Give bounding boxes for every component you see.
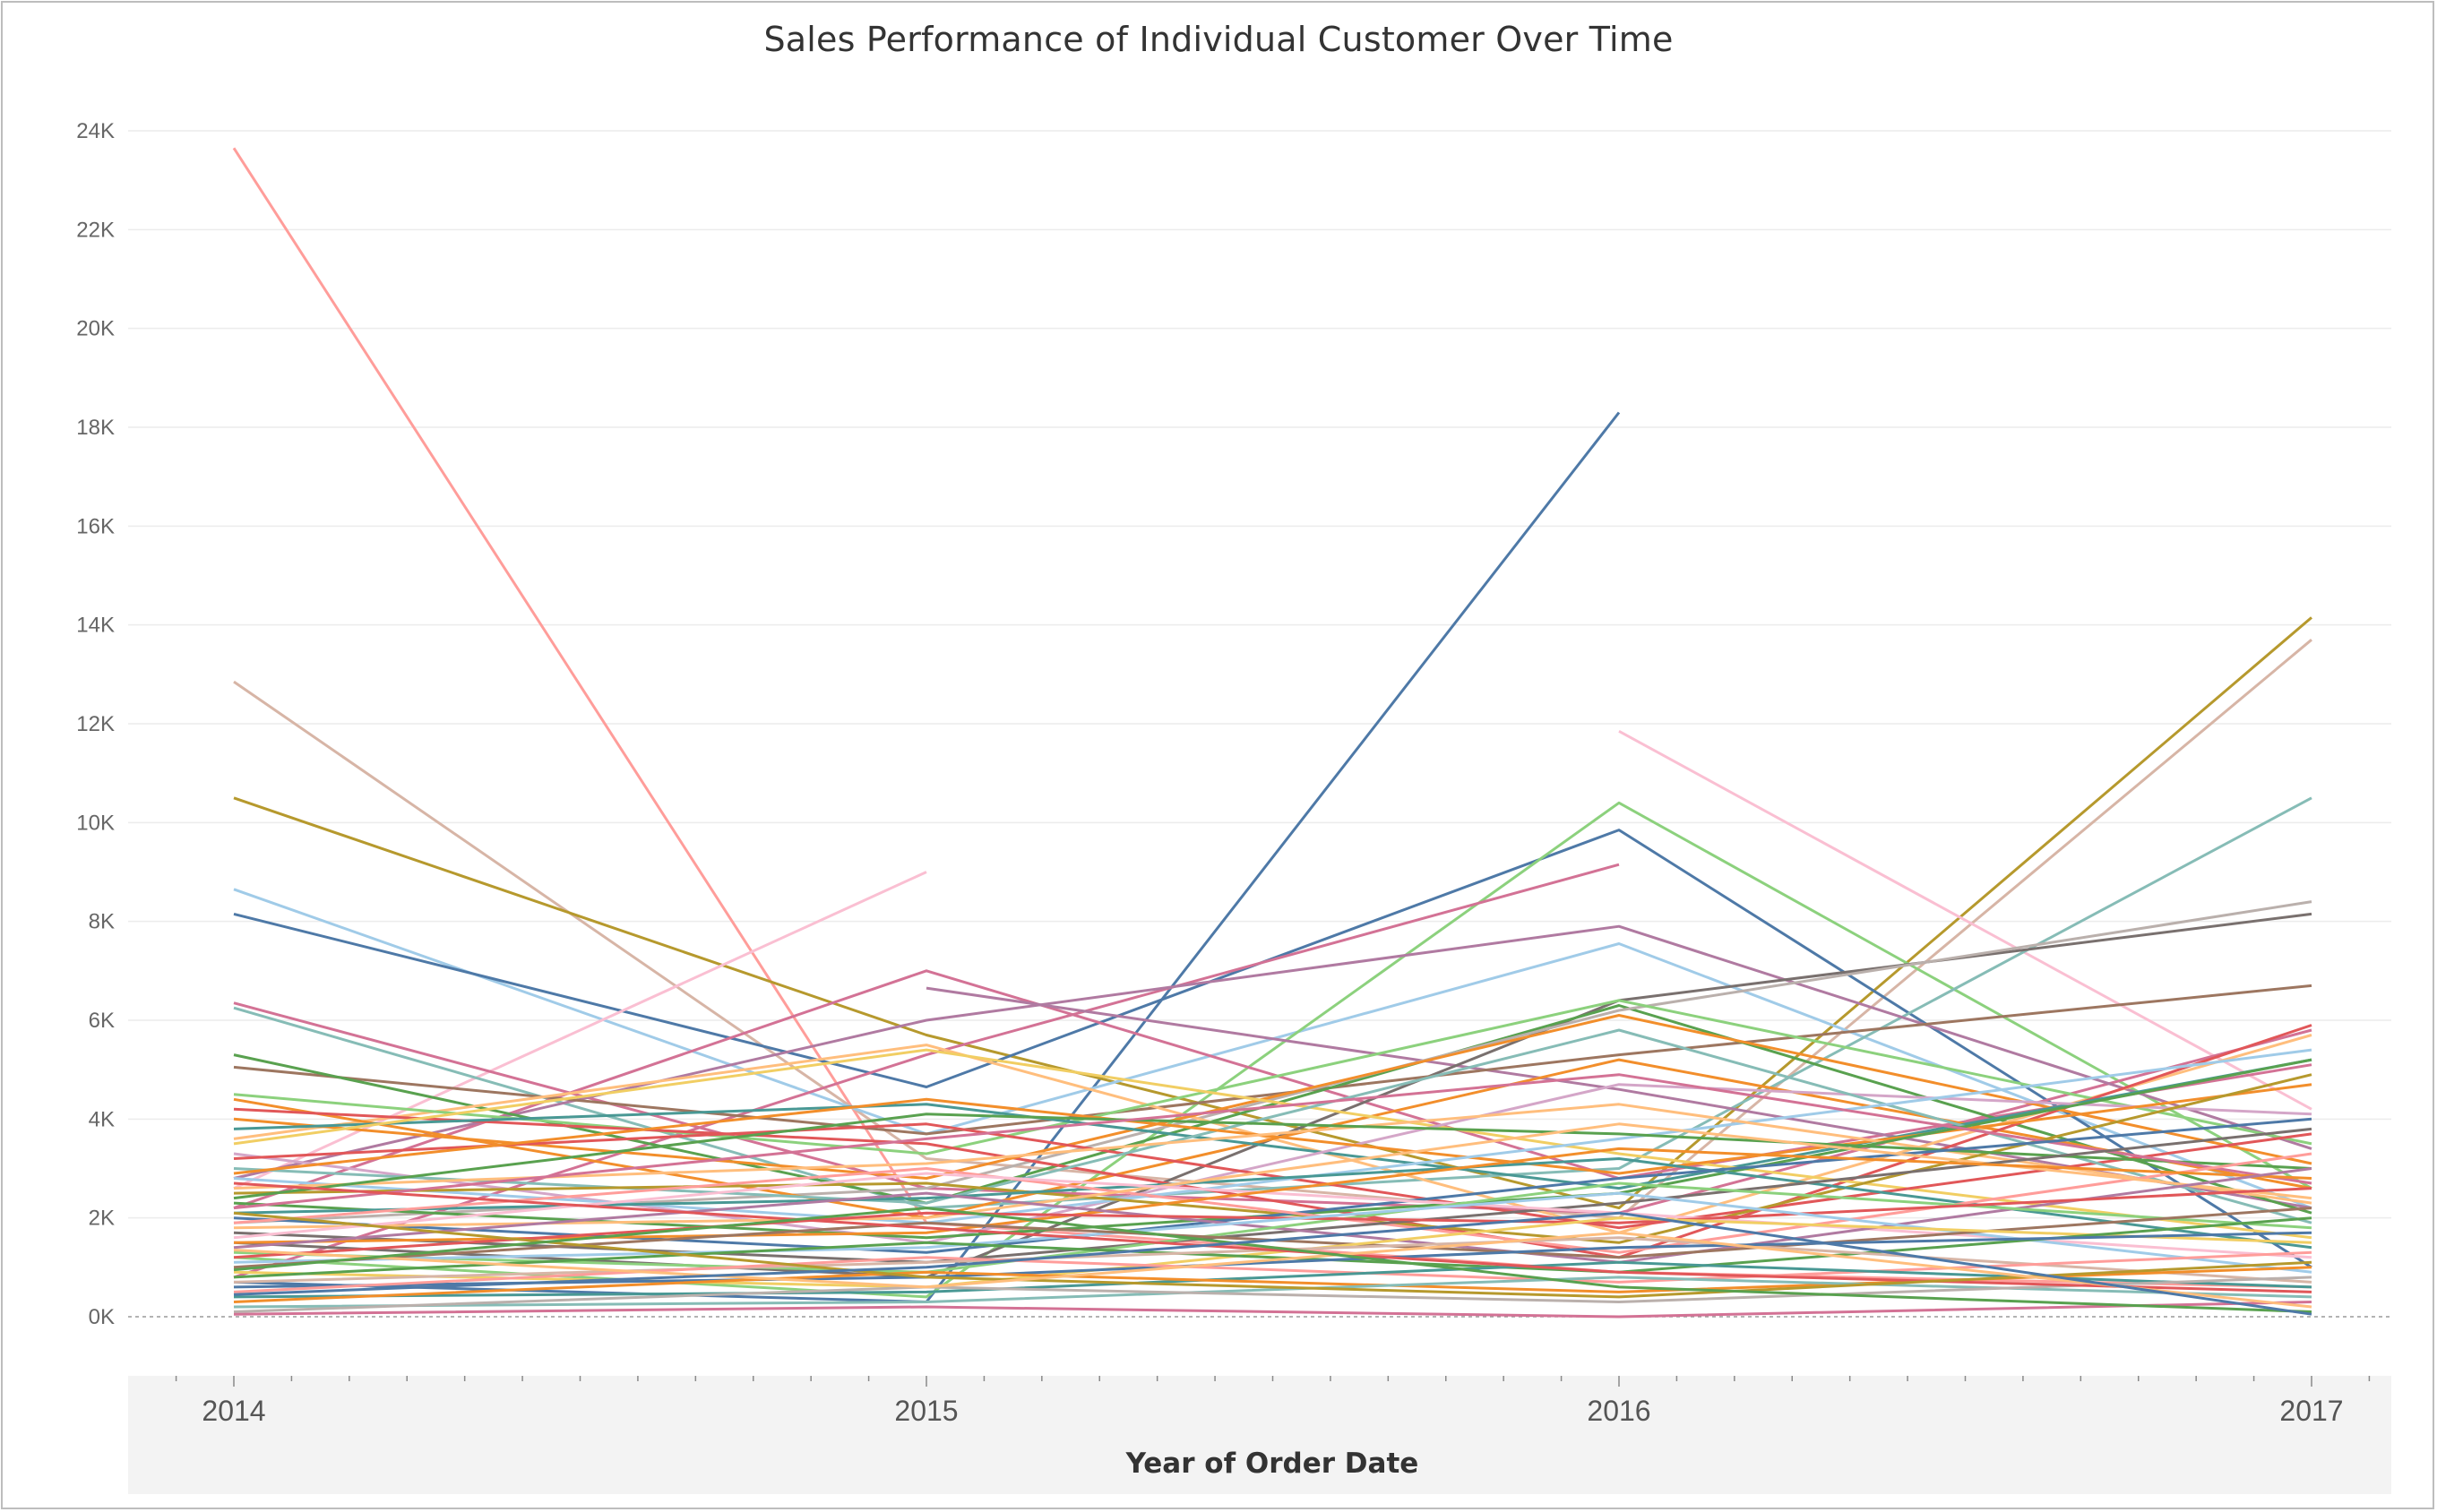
series-line [233, 1231, 2312, 1309]
series-line [233, 801, 2312, 1299]
series-line [233, 1113, 2312, 1200]
series-line [233, 1211, 2312, 1316]
x-axis-tick-labels: 2014 2015 2016 2017 [202, 1395, 2343, 1427]
series-line [233, 1250, 2312, 1293]
series-line [233, 1276, 2312, 1309]
y-tick-label: 14K [76, 614, 115, 638]
series-line [233, 1083, 2312, 1244]
y-tick-label: 24K [76, 119, 115, 143]
y-tick-label: 22K [76, 218, 115, 242]
series-line [233, 1122, 2312, 1230]
series-line [233, 1103, 2312, 1205]
series-line [233, 1014, 2312, 1180]
series-line [233, 969, 2312, 1210]
series-line [233, 1048, 2312, 1224]
y-tick-label: 20K [76, 317, 115, 341]
series-line [233, 1301, 2312, 1319]
chart-title: Sales Performance of Individual Customer… [763, 20, 1674, 59]
y-tick-label: 6K [89, 1009, 115, 1033]
x-tick-label: 2017 [2279, 1395, 2343, 1427]
x-tick-label: 2015 [894, 1395, 958, 1427]
series-line [233, 1152, 2312, 1254]
y-tick-label: 10K [76, 811, 115, 835]
x-tick-label: 2016 [1587, 1395, 1650, 1427]
x-axis-band [128, 1376, 2391, 1494]
series-line [233, 1122, 2312, 1230]
gridlines [128, 130, 2391, 1219]
y-axis-tick-labels: 0K 2K 4K 6K 8K 10K 12K 14K 16K 18K 20K 22K 24K [76, 119, 115, 1329]
series-line [233, 1127, 2312, 1264]
series-line [233, 616, 2312, 1210]
y-tick-label: 2K [89, 1207, 115, 1231]
y-tick-label: 8K [89, 910, 115, 934]
series-line [233, 1276, 2312, 1313]
y-tick-label: 4K [89, 1107, 115, 1131]
series-line [233, 863, 1620, 1279]
series-line [233, 1073, 2312, 1210]
x-tick-label: 2014 [202, 1395, 265, 1427]
y-tick-label: 18K [76, 416, 115, 440]
series-line [233, 871, 927, 1190]
series-line [233, 1260, 2312, 1299]
x-axis-minor-ticks [175, 1376, 2371, 1387]
series-line [233, 1207, 2312, 1313]
y-tick-label: 12K [76, 712, 115, 736]
x-axis-title: Year of Order Date [1125, 1448, 1419, 1480]
y-tick-label: 0K [89, 1305, 115, 1329]
y-tick-label: 16K [76, 514, 115, 538]
series-line [233, 1216, 2312, 1279]
series-line [233, 999, 2312, 1155]
series-line [233, 1048, 2312, 1240]
series-line [1618, 729, 2312, 1111]
series-line [233, 1073, 2312, 1244]
series-line [233, 1187, 2312, 1259]
series-line [233, 1004, 2312, 1215]
series-line [233, 984, 2312, 1136]
series-line [233, 796, 2312, 1210]
series-line [233, 1211, 2312, 1299]
series-line [233, 1058, 2312, 1190]
series-line [233, 1181, 2312, 1293]
series-line [233, 1024, 2312, 1259]
series-lines [232, 147, 2312, 1319]
